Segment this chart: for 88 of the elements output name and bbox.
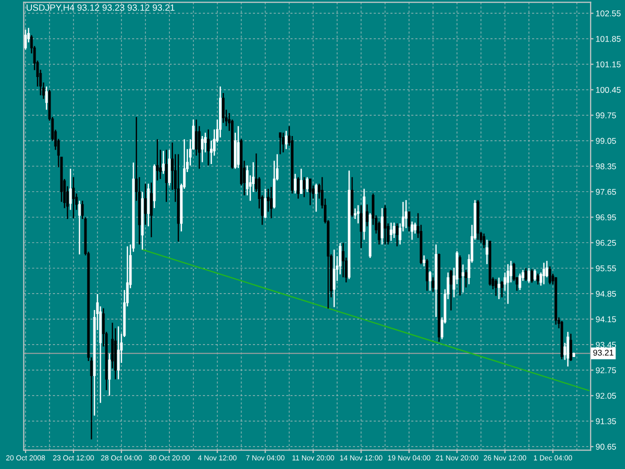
candlestick	[366, 204, 368, 227]
y-tick-label: 101.15	[596, 61, 621, 68]
candlestick	[78, 200, 81, 255]
y-tick-label: 92.75	[596, 367, 616, 374]
candlestick	[264, 188, 267, 219]
candlestick	[458, 254, 462, 296]
y-tick-label: 94.15	[596, 316, 616, 322]
candlestick	[108, 353, 111, 396]
y-tick-label: 99.05	[596, 138, 616, 144]
candlestick	[408, 211, 410, 232]
candlestick	[270, 186, 273, 219]
candlestick	[506, 264, 510, 304]
y-tick-label: 93.45	[596, 342, 616, 348]
candlestick	[498, 277, 500, 300]
candlestick	[24, 29, 27, 50]
candlestick	[72, 176, 75, 219]
candlestick	[530, 268, 534, 284]
candlestick	[282, 132, 284, 153]
candlestick	[69, 168, 72, 211]
candlestick	[117, 326, 120, 380]
candlestick	[548, 266, 552, 285]
candlestick	[144, 183, 147, 226]
candlestick	[396, 222, 398, 247]
y-tick-label: 99.75	[596, 112, 616, 118]
candlestick	[222, 92, 225, 124]
candlestick	[500, 280, 504, 298]
candlestick	[482, 232, 486, 249]
candlestick	[404, 199, 408, 229]
candlestick	[201, 135, 204, 163]
y-tick-label: 91.35	[596, 418, 616, 424]
y-tick-label: 96.95	[596, 214, 616, 220]
candlestick	[278, 132, 282, 155]
candlestick	[536, 273, 540, 286]
candlestick	[542, 262, 546, 285]
candlestick	[45, 86, 48, 110]
candlestick	[534, 268, 536, 282]
candlestick	[524, 268, 528, 282]
candlestick	[236, 126, 240, 169]
candlestick	[390, 222, 392, 242]
candlestick	[414, 222, 416, 234]
y-tick-label: 102.55	[596, 10, 621, 16]
candlestick	[384, 204, 386, 246]
candlestick	[168, 149, 171, 186]
y-tick-label: 94.85	[596, 290, 616, 297]
candlestick	[296, 176, 300, 200]
y-tick-label: 95.55	[596, 265, 616, 272]
candlestick	[294, 173, 296, 194]
candlestick	[518, 273, 522, 291]
candlestick	[410, 220, 414, 240]
candlestick	[354, 208, 356, 220]
candlestick	[308, 178, 312, 206]
candlestick	[512, 262, 516, 282]
candlestick	[570, 333, 572, 362]
candlestick	[392, 222, 396, 239]
candlestick	[360, 204, 362, 249]
candlestick	[356, 204, 360, 224]
candlestick	[422, 254, 426, 267]
candlestick	[426, 258, 428, 292]
candlestick	[156, 138, 159, 182]
y-tick-label: 98.35	[596, 163, 616, 170]
candlestick	[332, 248, 336, 308]
ref-line-label: 93.21	[593, 350, 614, 356]
candlestick	[566, 331, 570, 368]
candlestick	[432, 276, 434, 292]
candlestick	[528, 268, 530, 284]
y-tick-label: 96.25	[596, 240, 616, 246]
y-tick-label: 101.85	[596, 36, 621, 42]
candlestick	[302, 176, 306, 198]
candlestick	[486, 239, 488, 265]
y-tick-label: 97.65	[596, 188, 616, 195]
candlestick	[464, 269, 468, 288]
candlestick	[494, 278, 498, 296]
candlestick	[380, 207, 384, 246]
y-tick-label: 90.65	[596, 444, 616, 450]
candlestick	[162, 150, 165, 174]
candlestick	[462, 264, 464, 294]
candlestick	[314, 183, 318, 212]
candlestick	[207, 128, 210, 166]
candlestick	[284, 130, 288, 150]
chart-title: USDJPY,H4 93.12 93.23 93.12 93.21	[26, 4, 174, 12]
candlestick	[165, 149, 168, 203]
candlestick	[306, 176, 308, 193]
candlestick	[428, 270, 432, 292]
candlestick	[300, 168, 302, 194]
candlestick	[450, 269, 452, 312]
candlestick	[150, 182, 153, 238]
y-tick-label: 92.05	[596, 392, 616, 399]
y-tick-label: 100.45	[596, 86, 621, 93]
